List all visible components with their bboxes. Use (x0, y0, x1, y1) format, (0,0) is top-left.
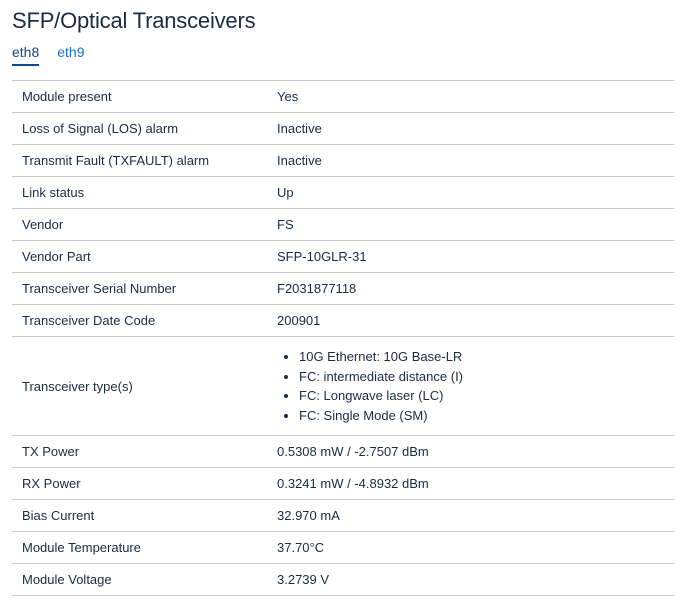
table-row: Transceiver Date Code 200901 (12, 305, 675, 337)
list-item: FC: Longwave laser (LC) (299, 386, 669, 406)
row-label: Module Voltage (12, 564, 267, 596)
table-row: Vendor Part SFP-10GLR-31 (12, 241, 675, 273)
row-value: F2031877118 (267, 273, 675, 305)
table-row: TX Power 0.5308 mW / -2.7507 dBm (12, 436, 675, 468)
row-label: Vendor Part (12, 241, 267, 273)
row-value: 10G Ethernet: 10G Base-LR FC: intermedia… (267, 337, 675, 436)
row-value: Yes (267, 81, 675, 113)
row-label: Link status (12, 177, 267, 209)
row-value: 3.2739 V (267, 564, 675, 596)
row-value: Up (267, 177, 675, 209)
table-row: Link status Up (12, 177, 675, 209)
tab-eth8[interactable]: eth8 (12, 44, 39, 66)
row-label: Loss of Signal (LOS) alarm (12, 113, 267, 145)
row-label: Transceiver Date Code (12, 305, 267, 337)
row-value: FS (267, 209, 675, 241)
table-row: Module Voltage 3.2739 V (12, 564, 675, 596)
transceiver-type-list: 10G Ethernet: 10G Base-LR FC: intermedia… (277, 347, 669, 425)
table-row: Transceiver Serial Number F2031877118 (12, 273, 675, 305)
table-row: Transmit Fault (TXFAULT) alarm Inactive (12, 145, 675, 177)
row-value: 32.970 mA (267, 500, 675, 532)
row-label: RX Power (12, 468, 267, 500)
row-value: 0.3241 mW / -4.8932 dBm (267, 468, 675, 500)
table-row: Loss of Signal (LOS) alarm Inactive (12, 113, 675, 145)
row-label: TX Power (12, 436, 267, 468)
row-label: Transceiver Serial Number (12, 273, 267, 305)
row-label: Module present (12, 81, 267, 113)
page-title: SFP/Optical Transceivers (12, 8, 675, 34)
row-label: Transmit Fault (TXFAULT) alarm (12, 145, 267, 177)
tab-eth9[interactable]: eth9 (57, 44, 84, 66)
row-value: 0.5308 mW / -2.7507 dBm (267, 436, 675, 468)
row-value: Inactive (267, 145, 675, 177)
row-value: SFP-10GLR-31 (267, 241, 675, 273)
table-row: RX Power 0.3241 mW / -4.8932 dBm (12, 468, 675, 500)
row-label: Module Temperature (12, 532, 267, 564)
row-label: Vendor (12, 209, 267, 241)
row-label: Transceiver type(s) (12, 337, 267, 436)
row-value: 200901 (267, 305, 675, 337)
transceiver-details-table: Module present Yes Loss of Signal (LOS) … (12, 80, 675, 596)
table-row: Vendor FS (12, 209, 675, 241)
table-row: Transceiver type(s) 10G Ethernet: 10G Ba… (12, 337, 675, 436)
table-row: Bias Current 32.970 mA (12, 500, 675, 532)
table-row: Module present Yes (12, 81, 675, 113)
tabs: eth8 eth9 (12, 44, 675, 66)
table-row: Module Temperature 37.70°C (12, 532, 675, 564)
list-item: FC: intermediate distance (I) (299, 367, 669, 387)
row-value: Inactive (267, 113, 675, 145)
list-item: FC: Single Mode (SM) (299, 406, 669, 426)
row-value: 37.70°C (267, 532, 675, 564)
list-item: 10G Ethernet: 10G Base-LR (299, 347, 669, 367)
row-label: Bias Current (12, 500, 267, 532)
